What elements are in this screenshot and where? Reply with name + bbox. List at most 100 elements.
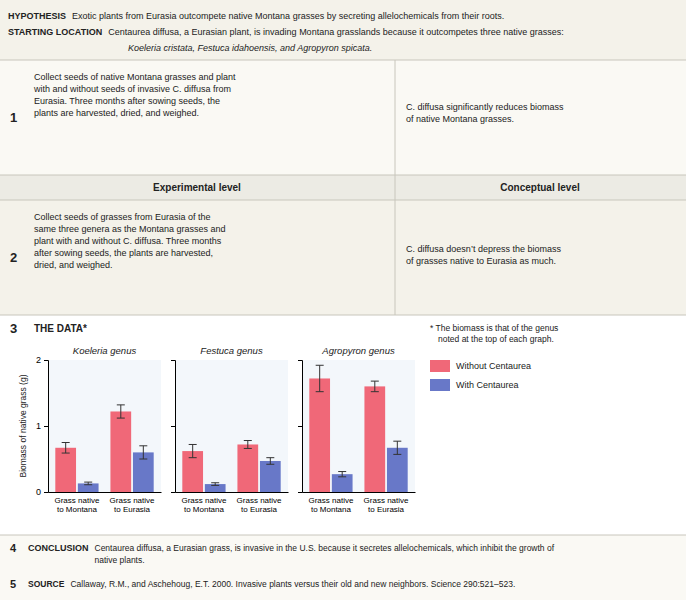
x-tick: Grass nativeto Eurasia xyxy=(110,496,155,514)
legend-entry: Without Centaurea xyxy=(430,360,531,372)
x-tick-label: Grass nativeto Eurasia xyxy=(364,496,409,514)
y-tick-mark xyxy=(171,492,175,493)
annotation: Collect seeds of grasses from Eurasia of… xyxy=(34,212,226,270)
footnote: * The biomass is that of the genusnoted … xyxy=(430,323,558,344)
y-axis-line xyxy=(171,361,176,493)
conclusion-band xyxy=(0,535,686,600)
x-tick-label-line: Grass native xyxy=(54,496,99,505)
x-tick-label-line: to Montana xyxy=(311,505,352,514)
chart-title: Agropyron genus xyxy=(321,345,395,356)
error-bar xyxy=(266,458,274,465)
legend-label: Without Centaurea xyxy=(456,361,531,371)
y-tick-mark xyxy=(298,360,302,361)
y-tick-mark xyxy=(298,492,302,493)
step-number: 5 xyxy=(10,578,16,590)
section-heading: THE DATA* xyxy=(34,323,87,334)
text-line: same three genera as the Montana grasses… xyxy=(34,224,226,234)
annotation-heading: SOURCE xyxy=(28,579,65,589)
bar xyxy=(364,386,385,492)
legend-swatch xyxy=(430,360,450,372)
marks xyxy=(55,405,153,492)
text-line: C. diffusa significantly reduces biomass xyxy=(406,102,564,112)
chart: Grass nativeto Montana Grass nativeto Eur… xyxy=(298,345,416,514)
chart: Grass nativeto Montana Grass nativeto Eur… xyxy=(171,345,289,514)
y-tick: 1 xyxy=(36,421,48,431)
legend: Without Centaurea With Centaurea xyxy=(430,360,531,391)
x-tick-label: Grass nativeto Eurasia xyxy=(237,496,282,514)
y-tick-mark xyxy=(298,426,302,427)
text-line: 5 xyxy=(10,578,16,590)
x-tick: Grass nativeto Montana xyxy=(54,496,99,514)
step-number: 2 xyxy=(10,250,17,265)
y-tick-mark xyxy=(44,426,48,427)
x-tick: Grass nativeto Montana xyxy=(308,496,353,514)
text-line: Centaurea diffusa, a Eurasian grass, is … xyxy=(95,543,555,553)
x-tick-label: Grass nativeto Eurasia xyxy=(110,496,155,514)
error-bar xyxy=(189,444,197,457)
annotation-line: SOURCECallaway, R.M., and Aschehoug, E.T… xyxy=(28,579,515,589)
x-tick-label-line: Grass native xyxy=(237,496,282,505)
bar xyxy=(55,448,76,492)
text-line: after sowing seeds, the plants are harve… xyxy=(34,248,213,258)
x-tick-label-line: Grass native xyxy=(110,496,155,505)
annotation-heading: STARTING LOCATION xyxy=(8,27,102,37)
x-axis: Grass nativeto MontanaGrass nativeto Eur… xyxy=(49,493,162,514)
text-line: of grasses native to Eurasia as much. xyxy=(406,256,556,266)
bar xyxy=(309,378,330,492)
text-line: native plants. xyxy=(95,555,145,565)
step-number: 4 xyxy=(10,542,17,554)
section-divider xyxy=(0,200,686,201)
step2-band xyxy=(0,200,686,315)
text-line: Collect seeds of grasses from Eurasia of… xyxy=(34,212,211,222)
marks xyxy=(182,441,280,492)
y-tick-label: 1 xyxy=(36,421,41,431)
text-line: with and without seeds of invasive C. di… xyxy=(33,84,231,94)
error-bar xyxy=(84,482,92,485)
text-line: of native Montana grasses. xyxy=(406,114,514,124)
x-tick-label-line: to Eurasia xyxy=(241,505,278,514)
section-divider xyxy=(0,60,686,61)
y-tick-label: 0 xyxy=(36,487,41,497)
x-tick-label: Grass nativeto Montana xyxy=(308,496,353,514)
y-tick-mark xyxy=(171,426,175,427)
x-tick-label-line: to Montana xyxy=(57,505,98,514)
x-tick-label: Grass nativeto Montana xyxy=(181,496,226,514)
text-line: Eurasia. Three months after sowing seeds… xyxy=(34,96,220,106)
annotation: Centaurea diffusa, a Eurasian grass, is … xyxy=(95,543,555,565)
text-line: plant with and without C. diffusa. Three… xyxy=(34,236,222,246)
page: HYPOTHESISExotic plants from Eurasia out… xyxy=(0,0,686,600)
text-line: Koeleria cristata, Festuca idahoensis, a… xyxy=(128,43,372,53)
error-bar xyxy=(338,472,346,477)
x-axis: Grass nativeto Montana Grass nativeto Eur… xyxy=(303,493,416,514)
annotation-line: HYPOTHESISExotic plants from Eurasia out… xyxy=(8,11,504,21)
text-line: 4 xyxy=(10,542,17,554)
y-tick xyxy=(298,426,302,427)
error-bar xyxy=(211,483,219,486)
step-number: 3 xyxy=(10,321,17,336)
y-tick: 2 xyxy=(36,355,48,365)
plot-background xyxy=(302,360,415,492)
section-divider xyxy=(0,535,686,536)
bar xyxy=(110,411,131,492)
text-line: C. diffusa doesn’t depress the biomass xyxy=(406,244,561,254)
y-axis: 0 1 2 xyxy=(36,355,49,497)
annotation-heading: CONCLUSION xyxy=(28,543,89,553)
y-axis-title: Biomass of native grass (g) xyxy=(18,374,28,477)
error-bar xyxy=(316,365,324,391)
x-tick-label-line: Grass native xyxy=(308,496,353,505)
y-axis xyxy=(298,361,303,493)
y-tick-mark xyxy=(171,360,175,361)
legend-entry: With Centaurea xyxy=(430,379,519,391)
x-axis: Grass nativeto Montana Grass nativeto Eur… xyxy=(176,493,289,514)
bar xyxy=(237,444,258,492)
text-line: 3 xyxy=(10,321,17,336)
text-line: CONCLUSION xyxy=(28,543,89,553)
x-tick: Grass nativeto Eurasia xyxy=(364,496,409,514)
y-tick xyxy=(298,492,302,493)
error-bar xyxy=(393,441,401,454)
step1-band xyxy=(0,60,686,175)
y-tick-label: 2 xyxy=(36,355,41,365)
error-bar xyxy=(139,446,147,459)
annotation: Exotic plants from Eurasia outcompete na… xyxy=(72,11,504,21)
y-tick-mark xyxy=(44,492,48,493)
